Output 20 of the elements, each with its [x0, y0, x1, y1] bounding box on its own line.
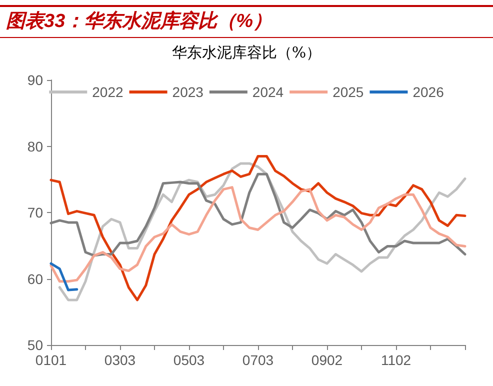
y-tick-label: 70 — [27, 204, 44, 220]
legend-label: 2026 — [412, 84, 444, 100]
y-tick-label: 80 — [27, 138, 44, 154]
x-tick-label: 0703 — [242, 352, 274, 368]
legend-label: 2025 — [332, 84, 364, 100]
x-tick-label: 0503 — [173, 352, 205, 368]
legend-label: 2024 — [252, 84, 284, 100]
x-tick-label: 1102 — [380, 352, 412, 368]
line-series — [50, 262, 78, 292]
x-tick-label: 0303 — [104, 352, 136, 368]
legend-label: 2022 — [92, 84, 124, 100]
chart-subtitle: 华东水泥库容比（%） — [172, 44, 322, 62]
x-tick-label: 0101 — [35, 352, 67, 368]
chart-title: 图表33：华东水泥库容比（%） — [0, 5, 493, 38]
x-tick-label: 0902 — [311, 352, 343, 368]
y-tick-label: 90 — [27, 72, 44, 88]
y-tick-label: 60 — [27, 270, 44, 287]
line-series — [50, 186, 466, 283]
legend-label: 2023 — [172, 84, 204, 100]
y-tick-label: 50 — [27, 337, 44, 353]
